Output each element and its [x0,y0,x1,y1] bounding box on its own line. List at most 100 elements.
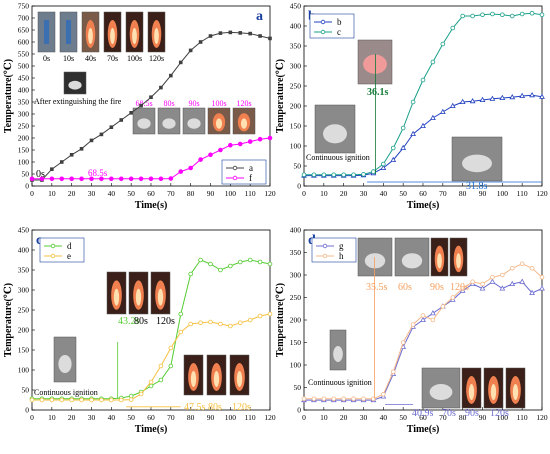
x-tick-label: 60 [419,413,427,422]
data-point [178,329,184,335]
x-tick-label: 50 [127,413,135,422]
data-point [248,31,252,36]
y-tick-label: 0 [25,406,29,415]
photo-inset [229,354,250,396]
x-tick-label: 40 [108,189,116,198]
y-tick-label: 300 [290,271,302,280]
flame-core [456,253,461,269]
data-point [381,161,386,167]
x-tick-label: 110 [517,413,528,422]
data-point [500,272,505,278]
annotation: 90s [465,408,479,419]
x-tick-label: 70 [439,189,447,198]
photo-inset [207,107,231,135]
data-point [390,145,396,151]
annotation: 120s [450,282,469,293]
data-point [109,125,114,129]
data-point [381,391,386,397]
x-axis-label: Time(s) [135,200,168,211]
data-point [198,257,203,263]
y-tick-label: 100 [290,142,302,151]
y-tick-label: 300 [18,110,30,119]
y-tick-label: 300 [18,286,30,295]
y-tick-label: 450 [290,2,302,11]
photo-inset [150,271,171,315]
photo-inset [206,354,227,396]
photo-time-label: 40s [85,54,96,63]
data-point [208,34,213,38]
data-point [208,319,213,325]
data-point [509,93,516,100]
data-point [331,396,337,402]
data-point [519,278,526,284]
data-point [29,397,35,403]
sample-shape [429,384,453,400]
data-point [188,48,193,53]
flame-core [215,118,223,129]
x-tick-label: 120 [264,413,276,422]
annotation: 68.5s [88,168,108,178]
x-tick-label: 30 [88,413,96,422]
data-point [159,85,163,90]
sample-shape [137,118,151,129]
data-point [89,397,94,403]
x-tick-label: 70 [167,413,175,422]
data-point [519,92,526,98]
data-point [59,176,65,182]
data-point [450,295,456,300]
data-point [89,176,94,182]
data-point [351,172,356,178]
data-point [420,313,426,318]
data-point [109,397,114,403]
data-point [138,176,144,182]
y-tick-label: 450 [18,74,30,83]
photo-inset [430,237,449,277]
legend-marker [320,19,326,25]
data-point [148,379,154,385]
flame-core [468,384,475,400]
data-point [430,59,436,65]
flame-core [132,28,137,44]
data-point [168,176,174,181]
x-tick-label: 0 [302,413,306,422]
data-point [499,94,506,100]
photo-inset [53,336,77,383]
photo-inset [329,329,347,371]
photo-inset [132,107,156,135]
legend-marker [232,165,238,171]
x-tick-label: 40 [380,189,388,198]
data-point [390,156,397,162]
flame-core [88,28,93,44]
x-tick-label: 0 [30,189,34,198]
data-point [188,165,193,171]
x-axis-label: Time(s) [407,200,440,211]
data-point [490,274,495,280]
photo-time-label: 0s [43,54,50,63]
x-tick-label: 0 [30,413,34,422]
photo-time-label: 120s [149,54,164,63]
y-tick-label: 250 [290,82,302,91]
legend-marker [322,253,328,259]
annotation: 90s [430,282,444,293]
x-tick-label: 30 [360,413,368,422]
y-tick-label: 600 [18,38,30,47]
x-tick-label: 90 [207,413,215,422]
photo-time-label: 80s [163,99,174,108]
x-tick-label: 50 [127,189,135,198]
data-point [258,34,262,38]
x-tick-label: 80 [459,413,467,422]
data-point [301,396,307,402]
data-point [228,142,233,148]
data-point [218,321,223,327]
photo-inset [103,11,122,53]
data-point [499,285,506,291]
data-point [49,176,55,182]
x-tick-label: 80 [187,413,195,422]
sample-shape [333,346,343,362]
annotation: Continuous ignition [306,153,370,162]
data-point [188,321,193,327]
data-point [321,396,327,402]
annotation: 35.5s [366,282,388,293]
photo-inset [314,104,356,154]
y-tick-label: 350 [18,98,30,107]
